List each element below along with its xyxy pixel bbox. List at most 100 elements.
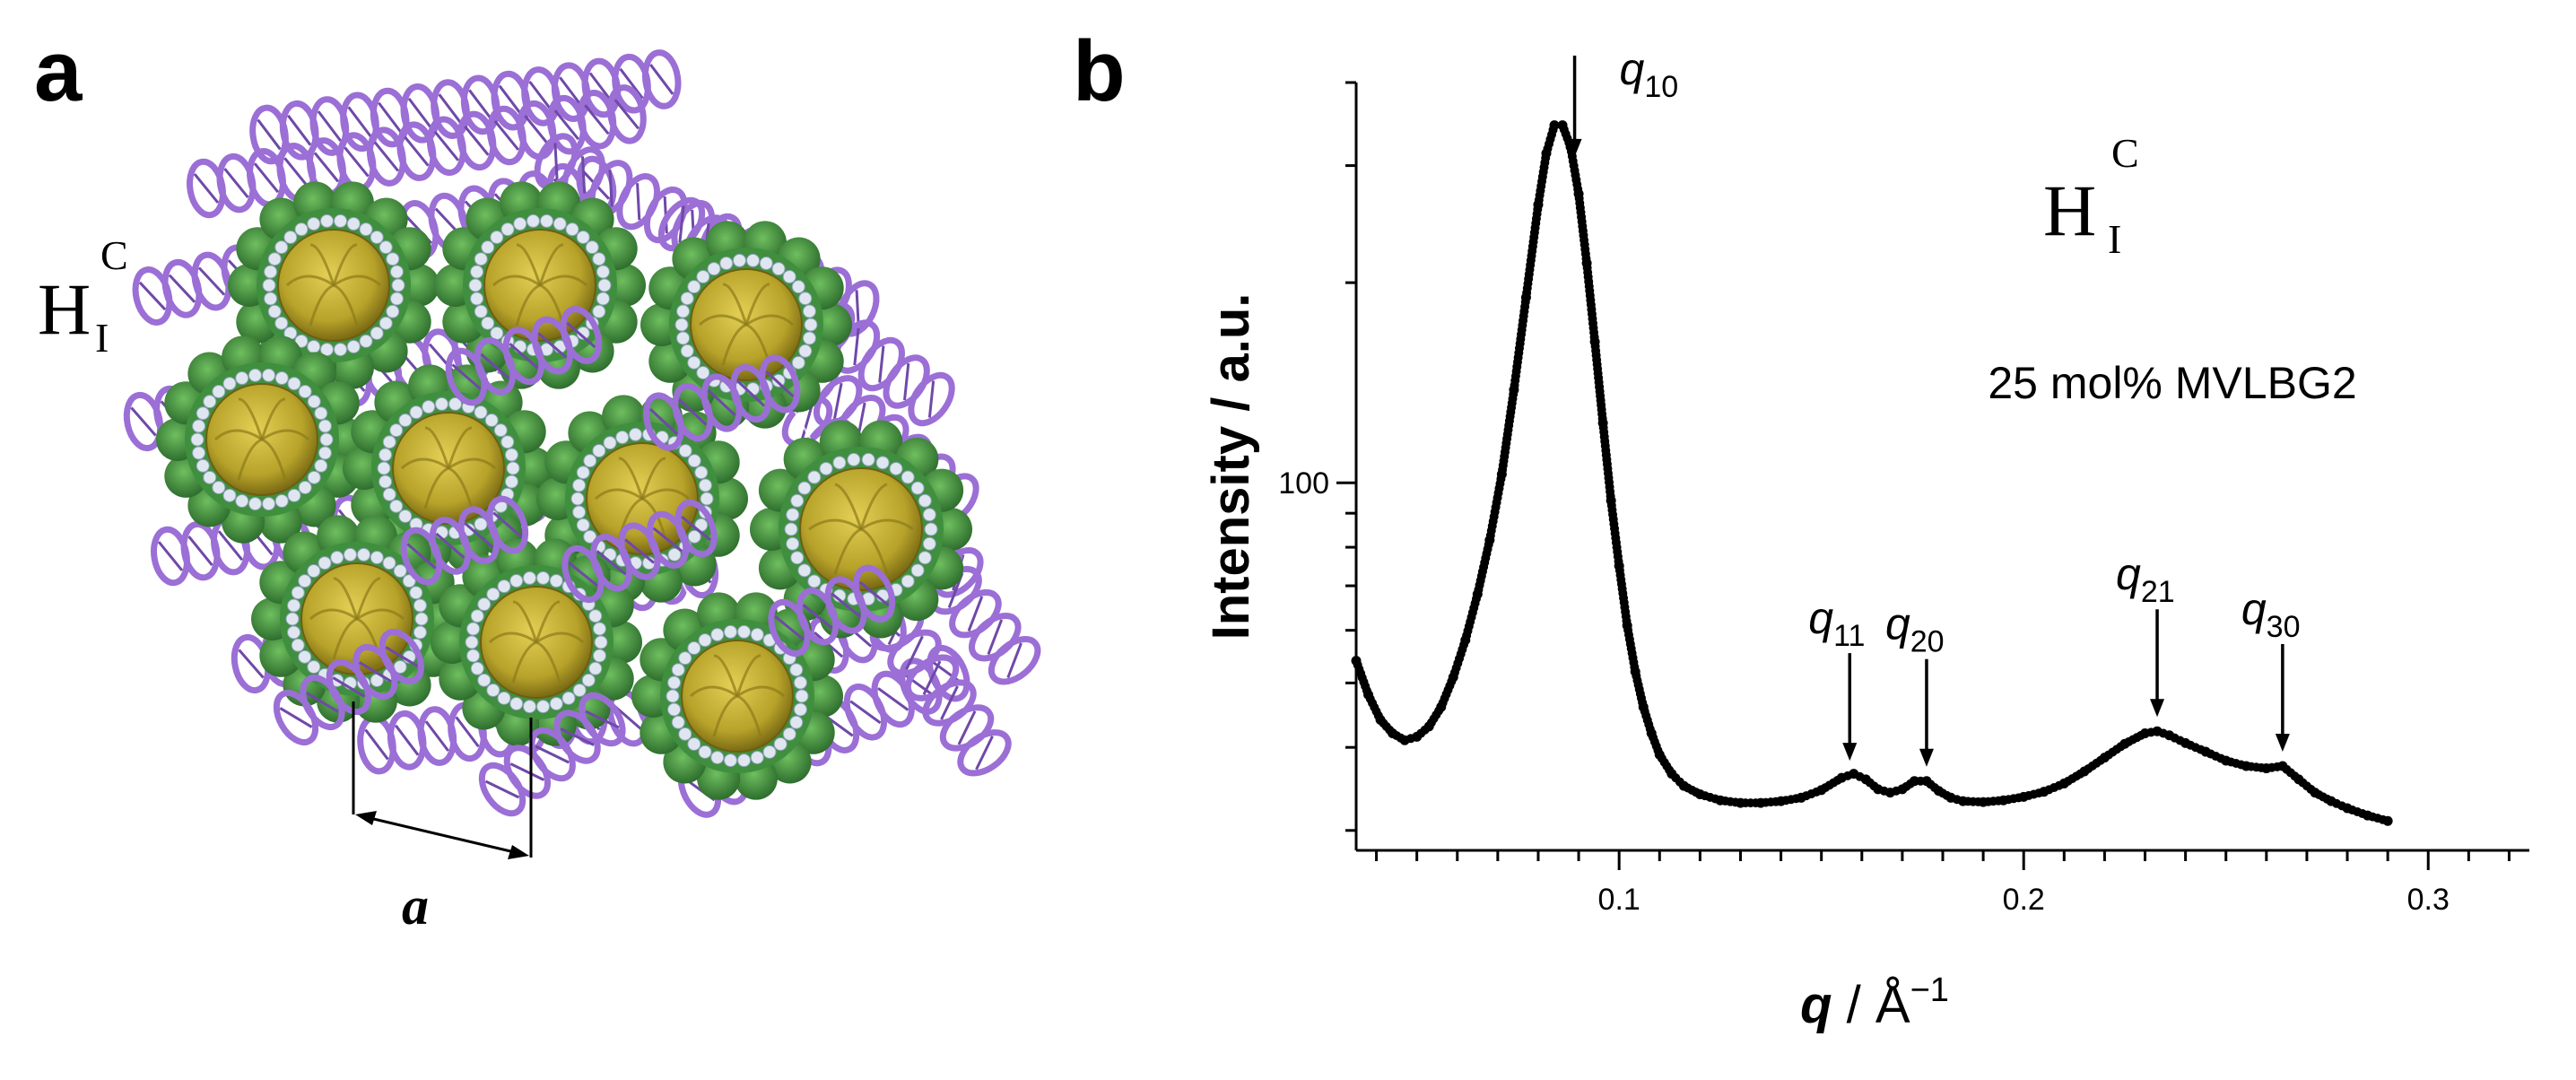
core-chain — [492, 274, 541, 287]
dna-basepair — [560, 727, 595, 746]
headgroup-bead — [687, 355, 701, 370]
dna-basepair — [967, 596, 984, 631]
headgroup-bead — [506, 461, 520, 475]
core-chain — [745, 314, 795, 327]
dna-basepair — [957, 710, 977, 745]
headgroup-bead — [676, 331, 691, 345]
core-chain — [423, 466, 449, 510]
headgroup-bead — [291, 586, 305, 600]
headgroup-bead — [391, 278, 405, 292]
headgroup-bead — [196, 406, 210, 421]
x-axis-label-exponent: −1 — [1910, 971, 1949, 1009]
headgroup-bead — [474, 304, 488, 318]
headgroup-bead — [784, 522, 798, 536]
headgroup-bead — [307, 470, 321, 484]
headgroup-bead — [379, 475, 393, 489]
headgroup-bead — [793, 675, 807, 690]
headgroup-bead — [285, 612, 300, 626]
headgroup-bead — [687, 640, 701, 655]
headgroup-bead — [212, 481, 226, 495]
peak-label-q10: q10 — [1620, 44, 1679, 104]
headgroup-bead — [746, 382, 761, 396]
headgroup-bead — [212, 384, 226, 398]
headgroup-bead — [334, 213, 348, 228]
headgroup-bead — [504, 475, 518, 489]
data-point — [1630, 662, 1640, 672]
headgroup-bead — [319, 213, 334, 228]
headgroup-bead — [819, 461, 833, 475]
core-chain — [722, 283, 748, 326]
dna-basepair — [559, 76, 584, 109]
dna-turn — [852, 564, 896, 623]
dna-basepair — [566, 321, 596, 349]
dna-basepair — [614, 99, 640, 130]
headgroup-bead — [382, 435, 396, 449]
sample-label: 25 mol% MVLBG2 — [1988, 358, 2356, 408]
headgroup-bead — [526, 213, 540, 228]
dna-basepair — [1006, 642, 1023, 679]
headgroup-bead — [330, 551, 344, 565]
headgroup-bead — [592, 649, 606, 663]
data-point — [1812, 787, 1822, 797]
dna-strand — [561, 499, 718, 604]
dna-basepair — [223, 168, 249, 199]
core-chain — [261, 438, 287, 481]
data-point-trace — [1353, 125, 2388, 824]
headgroup-bead — [698, 633, 712, 648]
dna-basepair — [187, 536, 213, 567]
headgroup-bead — [924, 522, 938, 536]
headgroup-bead — [802, 331, 816, 345]
peak-label-q30: q30 — [2241, 584, 2301, 644]
dna-basepair — [378, 101, 403, 134]
headgroup-bead — [576, 327, 590, 341]
dna-basepair — [193, 173, 220, 204]
headgroup-bead — [782, 269, 796, 283]
data-point — [2014, 793, 2023, 803]
lattice-arrow-line — [361, 814, 523, 856]
headgroup-bead — [791, 280, 805, 294]
dna-basepair — [922, 660, 942, 695]
headgroup-bead — [474, 517, 488, 531]
headgroup-bead — [676, 304, 691, 318]
peak-arrow-head — [1567, 138, 1582, 157]
phase-label-b: H C I — [2043, 130, 2139, 262]
headgroup-bead — [386, 304, 400, 318]
micelle — [156, 335, 368, 544]
headgroup-bead — [287, 377, 301, 391]
headgroup-bead — [789, 663, 804, 677]
peak-label-index: 11 — [1833, 619, 1865, 653]
headgroup-bead — [192, 446, 206, 460]
core-chain — [640, 457, 666, 500]
headgroup-bead — [357, 547, 371, 562]
core-chain — [512, 600, 538, 643]
headgroup-bead — [264, 292, 278, 306]
headgroup-bead — [414, 612, 429, 626]
data-point — [2337, 801, 2347, 811]
data-point — [1496, 474, 1506, 483]
headgroup-bead — [798, 292, 813, 306]
peak-arrow-head — [1919, 748, 1934, 767]
core-chain — [332, 243, 358, 286]
dna-basepair — [707, 388, 736, 417]
headgroup-bead — [922, 536, 936, 551]
x-axis-label: q / Å−1 — [1800, 971, 1949, 1034]
headgroup-bead — [572, 478, 587, 492]
headgroup-bead — [413, 625, 427, 640]
core-chain — [618, 457, 644, 500]
data-point — [1581, 254, 1591, 264]
core-chain — [713, 654, 739, 697]
dna-basepair — [535, 745, 570, 764]
headgroup-bead — [807, 470, 822, 484]
headgroup-bead — [597, 278, 612, 292]
headgroup-bead — [274, 316, 289, 330]
headgroup-bead — [918, 493, 932, 508]
headgroup-bead — [196, 458, 210, 473]
x-tick-label: 0.3 — [2407, 883, 2450, 917]
dna-basepair — [464, 125, 490, 156]
data-point — [1484, 540, 1493, 550]
headgroup-bead — [319, 432, 334, 447]
headgroup-bead — [687, 454, 701, 468]
headgroup-bead — [576, 518, 590, 532]
data-series — [1351, 120, 2393, 826]
